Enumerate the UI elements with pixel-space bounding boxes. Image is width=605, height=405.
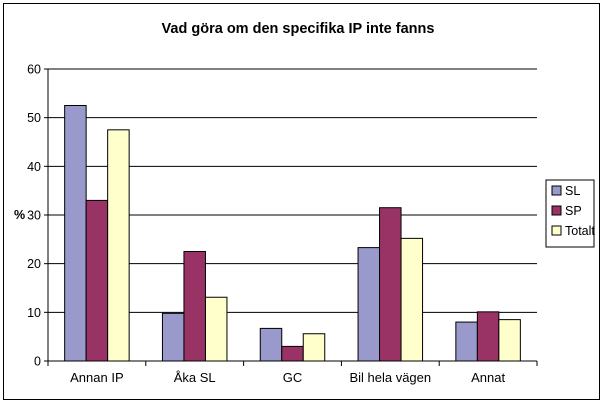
y-tick-label: 50	[27, 111, 41, 125]
bar-sp	[281, 345, 304, 362]
x-tick-label: Åka SL	[174, 370, 216, 385]
legend-swatch	[551, 225, 562, 236]
axes: 0 10 20 30 40 50 60 Annan IP Åka SL GC Bil hela vä…	[27, 63, 538, 385]
bar-sl	[455, 321, 478, 362]
y-tick-label: 30	[27, 209, 41, 223]
legend-label: SP	[565, 204, 582, 218]
bar-totalt	[302, 333, 326, 362]
legend: SL SP Totalt	[545, 179, 595, 248]
y-tick-label: 10	[27, 306, 41, 320]
x-tick-label: Bil hela vägen	[349, 370, 431, 385]
bars	[64, 105, 521, 362]
bar-sp	[85, 199, 109, 362]
legend-swatch	[551, 185, 562, 196]
y-tick-label: 20	[27, 257, 41, 271]
y-tick-label: 60	[27, 63, 41, 77]
x-tick-label: Annat	[471, 370, 505, 385]
legend-label: Totalt	[565, 224, 595, 238]
bar-sl	[259, 327, 283, 362]
bar-sp	[379, 207, 402, 362]
x-tick-label: GC	[283, 370, 303, 385]
y-tick-label: 0	[34, 355, 41, 369]
legend-label: SL	[565, 184, 580, 198]
x-tick-label: Annan IP	[70, 370, 124, 385]
bar-totalt	[204, 296, 228, 362]
bar-sp	[476, 311, 500, 362]
bar-totalt	[498, 319, 521, 362]
bar-totalt	[107, 129, 130, 362]
chart-title: Vad göra om den specifika IP inte fanns	[162, 21, 435, 37]
bar-sl	[357, 247, 381, 362]
bar-totalt	[400, 237, 424, 362]
bar-sl	[161, 312, 185, 362]
legend-swatch	[551, 205, 562, 216]
bar-sp	[183, 251, 206, 362]
y-axis-label: %	[14, 208, 25, 222]
y-tick-label: 40	[27, 160, 41, 174]
bar-sl	[64, 105, 87, 362]
